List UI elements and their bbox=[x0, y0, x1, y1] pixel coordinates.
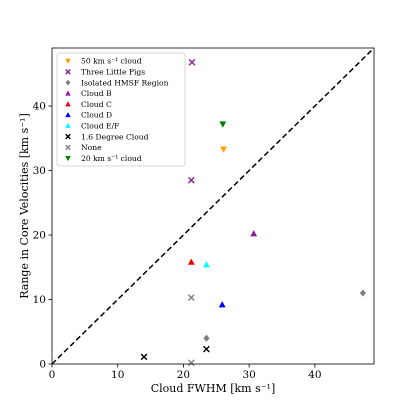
legend-marker-cloud-b bbox=[65, 90, 71, 96]
data-point-1-6-degree-cloud bbox=[140, 353, 148, 361]
x-tick-label: 20 bbox=[177, 369, 190, 381]
data-point-cloud-e-f bbox=[203, 261, 210, 268]
legend-label: 50 km s⁻¹ cloud bbox=[81, 57, 142, 66]
data-point-three-little-pigs bbox=[188, 58, 196, 66]
plot-frame bbox=[51, 47, 375, 365]
legend-marker-cloud-e-f bbox=[65, 122, 71, 128]
x-tick-label: 40 bbox=[308, 369, 321, 381]
data-point-20-km-s-cloud bbox=[219, 121, 227, 128]
x-tick-label: 30 bbox=[242, 369, 255, 381]
data-points bbox=[140, 58, 366, 367]
data-point-1-6-degree-cloud bbox=[203, 345, 210, 353]
y-axis-ticks: 0 10 20 30 40 bbox=[33, 101, 52, 371]
legend-marker-isolated-hmsf-region bbox=[65, 79, 71, 86]
y-tick-label: 20 bbox=[33, 230, 46, 242]
data-point-isolated-hmsf-region bbox=[359, 289, 366, 297]
legend-marker-50-km-s-cloud bbox=[65, 58, 71, 64]
legend-marker-1-6-degree-cloud bbox=[65, 133, 71, 140]
data-point-none bbox=[187, 294, 195, 301]
x-axis-label: Cloud FWHM [km s⁻¹] bbox=[151, 382, 276, 395]
data-point-isolated-hmsf-region bbox=[203, 334, 210, 342]
data-point-50-km-s-cloud bbox=[220, 146, 227, 153]
legend-label: None bbox=[81, 143, 102, 152]
legend-label: 1.6 Degree Cloud bbox=[81, 132, 149, 141]
legend-marker-cloud-c bbox=[65, 101, 71, 107]
legend-label: Cloud D bbox=[81, 111, 112, 120]
y-axis-label: Range in Core Velocities [km s⁻¹] bbox=[18, 113, 31, 299]
y-tick-label: 40 bbox=[33, 101, 46, 113]
y-tick-label: 30 bbox=[33, 165, 46, 177]
x-tick-label: 10 bbox=[111, 369, 124, 381]
legend-marker-cloud-d bbox=[65, 112, 71, 118]
legend-label: Three Little Pigs bbox=[81, 68, 145, 77]
legend: 50 km s⁻¹ cloud Three Little PigsIsolated… bbox=[56, 52, 186, 167]
legend-label: Cloud B bbox=[81, 89, 112, 98]
legend-label: Isolated HMSF Region bbox=[81, 78, 169, 87]
x-tick-label: 0 bbox=[49, 369, 56, 381]
legend-label: Cloud E/F bbox=[81, 122, 119, 131]
data-point-cloud-d bbox=[218, 301, 226, 308]
y-tick-label: 10 bbox=[33, 294, 46, 306]
legend-box bbox=[56, 52, 186, 167]
data-point-cloud-b bbox=[250, 230, 258, 237]
legend-marker-none bbox=[65, 144, 71, 151]
legend-label: Cloud C bbox=[81, 100, 112, 109]
data-point-none bbox=[187, 359, 195, 367]
legend-marker-20-km-s-cloud bbox=[65, 156, 71, 162]
x-axis-ticks: 0 10 20 30 40 bbox=[49, 364, 322, 381]
one-to-one-reference-line bbox=[51, 47, 375, 365]
legend-label: 20 km s⁻¹ cloud bbox=[81, 154, 142, 163]
y-tick-label: 0 bbox=[39, 359, 46, 371]
legend-marker-three-little-pigs bbox=[65, 68, 71, 75]
data-point-cloud-c bbox=[187, 258, 195, 265]
data-point-three-little-pigs bbox=[187, 176, 195, 184]
